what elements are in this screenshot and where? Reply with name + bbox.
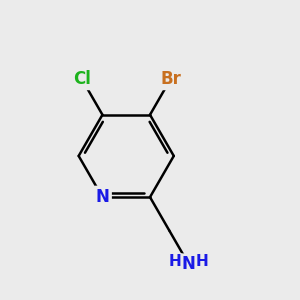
Text: H: H <box>169 254 182 269</box>
Text: Br: Br <box>160 70 181 88</box>
Text: N: N <box>182 255 196 273</box>
Text: N: N <box>95 188 110 206</box>
Text: Cl: Cl <box>73 70 91 88</box>
Text: H: H <box>196 254 208 269</box>
